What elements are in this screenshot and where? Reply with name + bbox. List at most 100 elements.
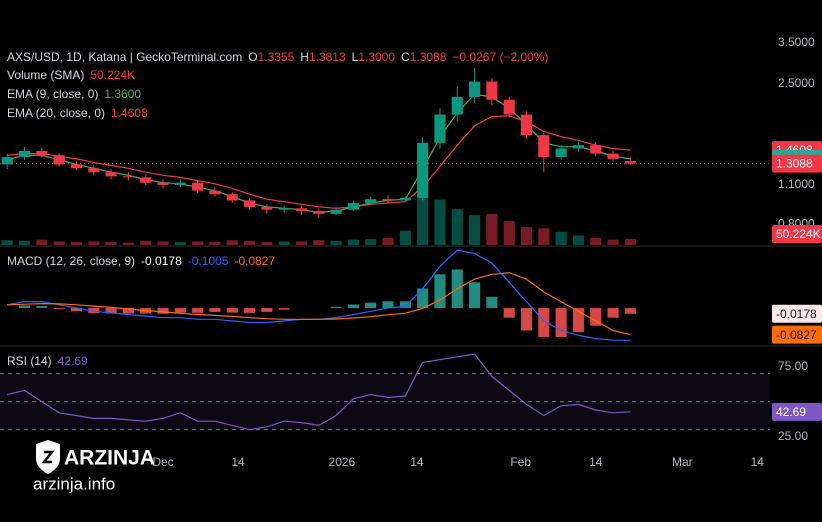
candle-body bbox=[105, 172, 117, 177]
candle-body bbox=[365, 199, 377, 203]
candle-body bbox=[1, 157, 13, 165]
macd-histogram-bar bbox=[330, 306, 342, 309]
macd-histogram-bar bbox=[572, 308, 584, 333]
macd-histogram-bar bbox=[503, 308, 515, 318]
macd-histogram-bar bbox=[520, 308, 533, 331]
watermark: ARZINJA arzinja.info bbox=[33, 440, 155, 493]
volume-bar bbox=[157, 241, 169, 245]
macd-histogram-bar bbox=[53, 308, 65, 310]
volume-bar bbox=[451, 209, 463, 245]
volume-bar bbox=[520, 227, 533, 245]
candle-body bbox=[624, 161, 636, 164]
price-tag bbox=[772, 325, 822, 344]
macd-histogram-bar bbox=[105, 308, 117, 314]
volume-bar bbox=[538, 228, 550, 245]
price-tag-label: 42.69 bbox=[776, 405, 806, 419]
legend-item: 50.224K bbox=[90, 68, 135, 82]
candle-body bbox=[330, 209, 342, 214]
macd-histogram-bar bbox=[88, 308, 100, 314]
candle-body bbox=[278, 208, 290, 210]
legend-item: EMA (9, close, 0) bbox=[7, 87, 98, 101]
volume-bar bbox=[555, 231, 567, 245]
legend-item: 1.3355 bbox=[258, 50, 295, 64]
volume-bar bbox=[590, 237, 602, 245]
macd-histogram-bar bbox=[122, 308, 134, 314]
macd-histogram-bar bbox=[538, 308, 550, 337]
macd-histogram-bar bbox=[36, 306, 48, 309]
legend-item: RSI (14) bbox=[7, 354, 52, 368]
volume-bar bbox=[347, 239, 359, 245]
macd-histogram-bar bbox=[382, 301, 394, 309]
candle-body bbox=[417, 142, 429, 198]
legend-item: 1.3600 bbox=[104, 87, 141, 101]
volume-bar bbox=[261, 242, 273, 245]
legend: EMA (20, close, 0) 1.4608 bbox=[7, 106, 148, 120]
candle-body bbox=[486, 81, 498, 100]
macd-histogram-bar bbox=[226, 308, 238, 313]
volume-bar bbox=[1, 240, 13, 245]
candle-body bbox=[261, 206, 273, 210]
candle-body bbox=[555, 148, 567, 158]
macd-histogram-bar bbox=[244, 308, 256, 313]
candle-body bbox=[538, 135, 550, 158]
macd-line bbox=[7, 272, 631, 336]
x-tick-label: Feb bbox=[510, 455, 531, 469]
legend-item: MACD (12, 26, close, 9) bbox=[7, 254, 135, 268]
y-tick-label: 2.5000 bbox=[778, 76, 815, 90]
candle-body bbox=[590, 145, 602, 154]
volume-bar bbox=[313, 240, 325, 245]
legend-item: O bbox=[248, 50, 257, 64]
candle-body bbox=[140, 177, 152, 183]
candle-body bbox=[226, 194, 238, 201]
candle-body bbox=[174, 182, 186, 185]
legend-item: C bbox=[401, 50, 410, 64]
candle-body bbox=[53, 155, 65, 165]
rsi-line bbox=[7, 353, 631, 431]
x-tick-label: 14 bbox=[410, 455, 424, 469]
volume-bar bbox=[399, 230, 411, 245]
candle-body bbox=[520, 114, 533, 136]
legend-item: EMA (20, close, 0) bbox=[7, 106, 105, 120]
x-tick-label: Mar bbox=[672, 455, 693, 469]
macd-histogram-bar bbox=[607, 308, 619, 318]
candle-body bbox=[313, 210, 325, 214]
y-tick-label: 25.00 bbox=[778, 429, 808, 443]
volume-bar bbox=[382, 237, 394, 245]
volume-bar bbox=[365, 239, 377, 245]
candle-body bbox=[382, 199, 394, 201]
macd-histogram-bar bbox=[192, 308, 204, 313]
watermark-logo-mark bbox=[41, 450, 55, 464]
volume-bar bbox=[209, 242, 221, 245]
candle-body bbox=[192, 182, 204, 191]
volume-bar bbox=[469, 215, 481, 245]
x-tick-label: 14 bbox=[589, 455, 603, 469]
volume-bar bbox=[572, 235, 584, 245]
volume-bar bbox=[174, 242, 186, 245]
macd-histogram-bar bbox=[209, 308, 221, 312]
candle-body bbox=[70, 164, 82, 169]
price-tag-label: -0.0178 bbox=[776, 307, 817, 321]
macd-histogram-bar bbox=[278, 308, 290, 310]
volume-bar bbox=[88, 241, 100, 245]
volume-bar bbox=[226, 240, 238, 245]
volume-bar bbox=[140, 240, 152, 245]
price-tag-label: 50.224K bbox=[776, 227, 821, 241]
volume-bar bbox=[434, 199, 446, 245]
candle-body bbox=[18, 150, 31, 158]
volume-bar bbox=[18, 240, 31, 245]
macd-histogram-bar bbox=[486, 296, 498, 309]
volume-bar bbox=[53, 241, 65, 245]
macd-histogram-bar bbox=[417, 288, 429, 309]
x-tick-label: 2026 bbox=[329, 455, 356, 469]
candle-body bbox=[122, 176, 134, 178]
legend: MACD (12, 26, close, 9) -0.0178 -0.1005 -0.… bbox=[7, 254, 275, 268]
x-tick-label: 14 bbox=[751, 455, 765, 469]
macd-histogram-bar bbox=[555, 308, 567, 337]
legend-item: 1.3088 bbox=[410, 50, 447, 64]
volume-bar bbox=[486, 213, 498, 245]
legend-item: 1.3813 bbox=[309, 50, 346, 64]
y-tick-label: 1.1000 bbox=[778, 177, 815, 191]
ema-line bbox=[7, 115, 631, 209]
volume-bar bbox=[192, 241, 204, 245]
macd-histogram-bar bbox=[624, 308, 636, 314]
